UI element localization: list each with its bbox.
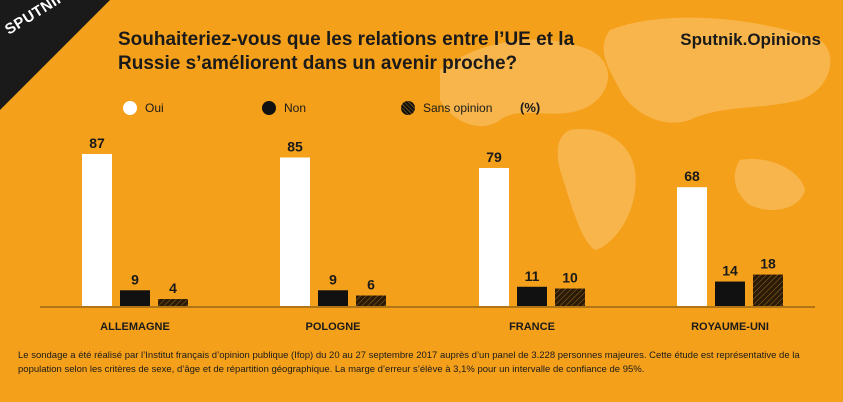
legend-label-non: Non: [284, 101, 307, 115]
brand-name[interactable]: Sputnik.Opinions: [680, 30, 821, 49]
value-label-non-royaume-uni: 14: [722, 263, 738, 279]
bar-non-royaume-uni: [715, 281, 745, 306]
bar-oui-royaume-uni: [677, 187, 707, 306]
category-label-pologne: POLOGNE: [305, 321, 360, 333]
value-label-non-allemagne: 9: [131, 271, 139, 287]
value-label-sans-opinion-royaume-uni: 18: [760, 256, 776, 272]
bar-non-france: [517, 286, 547, 306]
category-label-royaume-uni: ROYAUME-UNI: [691, 321, 769, 333]
value-label-non-pologne: 9: [329, 271, 337, 287]
world-map-background: [440, 17, 831, 250]
logo-corner-band: [0, 0, 110, 110]
unit-label: (%): [520, 100, 541, 115]
value-label-non-france: 11: [525, 268, 540, 284]
value-label-sans-opinion-allemagne: 4: [169, 280, 177, 296]
value-label-sans-opinion-france: 10: [562, 270, 578, 286]
category-label-france: FRANCE: [509, 321, 555, 333]
value-label-oui-pologne: 85: [287, 138, 303, 154]
legend-label-oui: Oui: [145, 101, 164, 115]
legend-swatch-oui: [123, 101, 137, 115]
bar-oui-france: [479, 167, 509, 306]
value-label-oui-france: 79: [486, 149, 502, 165]
chart-title: Souhaiteriez-vous que les relations entr…: [118, 29, 575, 74]
bar-non-pologne: [318, 290, 348, 306]
legend-swatch-sans-opinion: [401, 101, 415, 115]
value-label-oui-royaume-uni: 68: [684, 168, 700, 184]
bar-sans-opinion-royaume-uni: [753, 274, 783, 306]
legend-item-sans-opinion: Sans opinion: [401, 101, 492, 115]
value-label-sans-opinion-pologne: 6: [367, 277, 375, 293]
bar-non-allemagne: [120, 290, 150, 306]
value-label-oui-allemagne: 87: [89, 135, 105, 151]
legend-item-oui: Oui: [123, 101, 164, 115]
bar-sans-opinion-pologne: [356, 295, 386, 306]
legend-label-sans-opinion: Sans opinion: [423, 101, 493, 115]
bar-sans-opinion-allemagne: [158, 299, 188, 306]
bar-oui-pologne: [280, 157, 310, 306]
bar-sans-opinion-france: [555, 288, 585, 306]
bar-oui-allemagne: [82, 154, 112, 306]
category-label-allemagne: ALLEMAGNE: [100, 321, 170, 333]
legend-swatch-non: [262, 101, 276, 115]
legend-item-non: Non: [262, 101, 306, 115]
footnote: Le sondage a été réalisé par l’Institut …: [18, 350, 800, 375]
